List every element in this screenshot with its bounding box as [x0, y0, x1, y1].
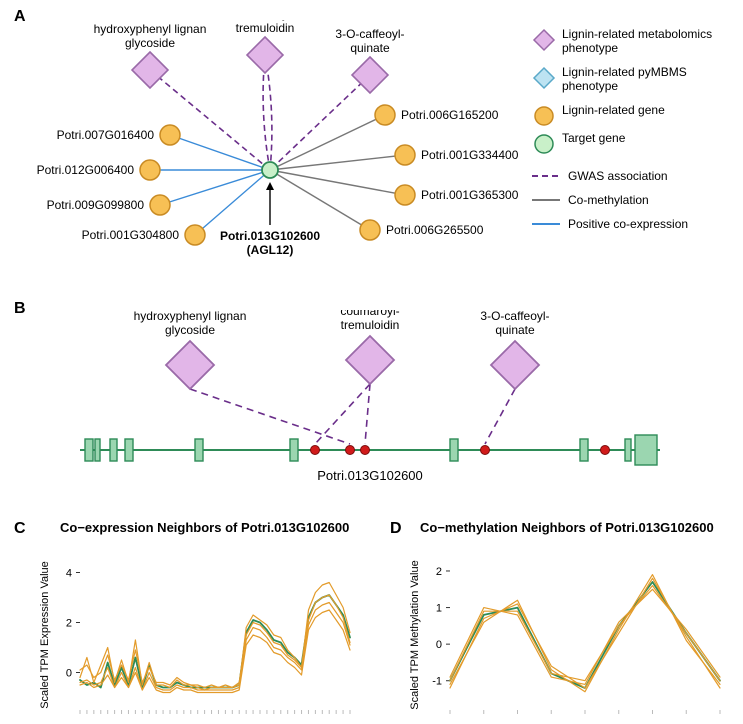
panel-c-chart: 0 2 4 Scaled TPM Expression Value — [30, 530, 360, 720]
svg-text:glycoside: glycoside — [165, 323, 215, 337]
svg-text:Lignin-related pyMBMS: Lignin-related pyMBMS — [562, 65, 687, 79]
svg-text:3-O-caffeoyl-: 3-O-caffeoyl- — [480, 310, 549, 323]
svg-text:quinate: quinate — [350, 41, 390, 55]
svg-text:(AGL12): (AGL12) — [247, 243, 294, 257]
svg-text:Lignin-related gene: Lignin-related gene — [562, 103, 665, 117]
svg-text:0: 0 — [66, 668, 72, 680]
svg-text:GWAS association: GWAS association — [568, 169, 668, 183]
svg-text:phenotype: phenotype — [562, 41, 618, 55]
legend: Lignin-related metabolomicsphenotypeLign… — [530, 20, 735, 300]
svg-text:coumaroyl-: coumaroyl- — [340, 310, 399, 318]
svg-text:tremuloidin: tremuloidin — [236, 21, 295, 35]
svg-text:Scaled TPM Expression Value: Scaled TPM Expression Value — [39, 561, 51, 709]
svg-text:3-O-caffeoyl-: 3-O-caffeoyl- — [335, 27, 404, 41]
svg-text:tremuloidin: tremuloidin — [341, 318, 400, 332]
svg-text:Potri.009G099800: Potri.009G099800 — [47, 198, 145, 212]
svg-text:Potri.013G102600: Potri.013G102600 — [317, 468, 423, 483]
svg-text:Positive co-expression: Positive co-expression — [568, 217, 688, 231]
svg-text:1: 1 — [436, 603, 442, 615]
svg-text:Scaled TPM Methylation Value: Scaled TPM Methylation Value — [409, 560, 421, 709]
panel-b-gene-model: hydroxyphenyl lignanglycoside coumaroyl-t… — [20, 310, 720, 510]
svg-text:Co-methylation: Co-methylation — [568, 193, 649, 207]
svg-text:2: 2 — [66, 618, 72, 630]
svg-text:Potri.006G265500: Potri.006G265500 — [386, 223, 484, 237]
panel-d-chart: -1 0 1 2 Scaled TPM Methylation Value — [400, 530, 730, 720]
svg-text:hydroxyphenyl lignan: hydroxyphenyl lignan — [94, 22, 207, 36]
svg-text:Potri.006G165200: Potri.006G165200 — [401, 108, 499, 122]
svg-text:Lignin-related metabolomics: Lignin-related metabolomics — [562, 27, 712, 41]
svg-text:0: 0 — [436, 639, 442, 651]
svg-text:4: 4 — [66, 568, 72, 580]
svg-text:quinate: quinate — [495, 323, 535, 337]
svg-text:Target gene: Target gene — [562, 131, 626, 145]
svg-text:Potri.007G016400: Potri.007G016400 — [57, 128, 155, 142]
svg-text:glycoside: glycoside — [125, 36, 175, 50]
svg-text:-1: -1 — [432, 676, 442, 688]
svg-text:Potri.001G365300: Potri.001G365300 — [421, 188, 519, 202]
svg-text:phenotype: phenotype — [562, 79, 618, 93]
svg-text:hydroxyphenyl lignan: hydroxyphenyl lignan — [134, 310, 247, 323]
svg-text:Potri.013G102600: Potri.013G102600 — [220, 229, 320, 243]
panel-a-network: hydroxyphenyl lignanglycosidecoumaroyl-t… — [20, 20, 540, 290]
svg-text:Potri.012G006400: Potri.012G006400 — [37, 163, 135, 177]
svg-text:2: 2 — [436, 566, 442, 578]
panel-c-label: C — [14, 520, 26, 538]
svg-text:Potri.001G334400: Potri.001G334400 — [421, 148, 519, 162]
svg-text:Potri.001G304800: Potri.001G304800 — [82, 228, 180, 242]
